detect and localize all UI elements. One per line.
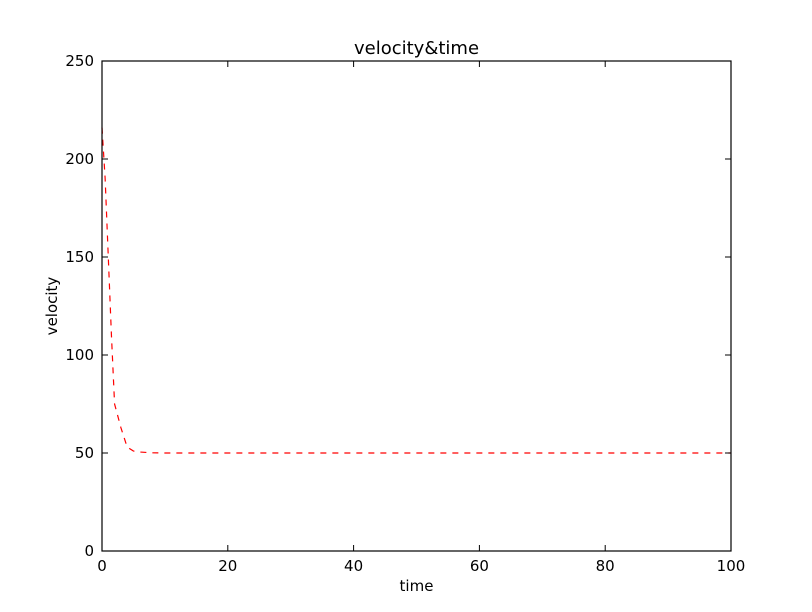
chart-title: velocity&time: [354, 38, 479, 59]
y-axis-label: velocity: [43, 277, 61, 336]
y-tick-label: 250: [65, 52, 94, 70]
y-tick-label: 0: [84, 542, 94, 560]
x-tick-label: 20: [218, 557, 237, 575]
x-tick-label: 40: [344, 557, 363, 575]
y-tick-label: 100: [65, 346, 94, 364]
series-layer: [101, 127, 731, 454]
plot-frame: [101, 60, 732, 552]
x-tick-label: 80: [596, 557, 615, 575]
series-line-0: [101, 127, 731, 454]
ticks-layer: 0 20 40 60 80 100 0 50 100 150 200 250: [65, 52, 745, 575]
y-tick-label: 200: [65, 150, 94, 168]
x-tick-label: 60: [470, 557, 489, 575]
y-tick-label: 150: [65, 248, 94, 266]
x-tick-label: 0: [97, 557, 107, 575]
x-axis-label: time: [400, 577, 434, 595]
y-tick-label: 50: [75, 444, 94, 462]
x-tick-label: 100: [717, 557, 746, 575]
